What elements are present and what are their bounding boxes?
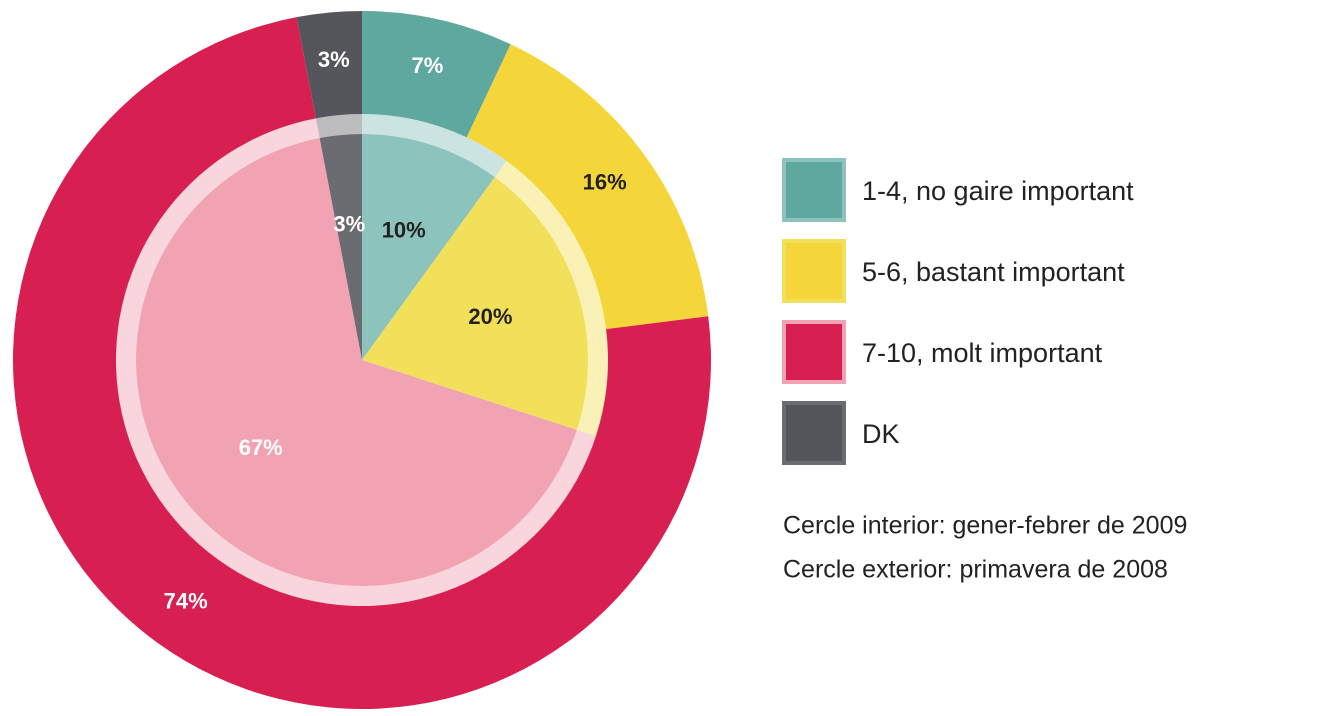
data-label: 67% — [239, 435, 283, 460]
data-label: 10% — [382, 217, 426, 242]
legend-label: DK — [862, 419, 900, 449]
inner-slice — [135, 138, 577, 586]
slice-halo — [494, 160, 609, 437]
inner-note: Cercle interior: gener-febrer de 2009 — [783, 512, 1187, 540]
legend-swatch — [782, 320, 846, 384]
data-label: 16% — [583, 169, 627, 194]
outer-slice — [13, 17, 712, 709]
inner-slice — [362, 134, 495, 360]
data-label: 20% — [468, 304, 512, 329]
data-label: 7% — [412, 53, 444, 78]
outer-slice — [296, 11, 362, 119]
legend-label: 5-6, bastant important — [862, 257, 1125, 287]
outer-slice — [466, 44, 709, 330]
legend-swatch — [782, 401, 846, 465]
legend-label: 7-10, molt important — [862, 338, 1103, 368]
legend-label: 1-4, no gaire important — [862, 176, 1134, 206]
legend-swatch — [782, 239, 846, 303]
data-label: 3% — [333, 211, 365, 236]
inner-slice — [319, 134, 362, 360]
slice-halo — [362, 114, 507, 178]
data-label: 74% — [164, 589, 208, 614]
inner-slice — [362, 177, 588, 430]
legend-swatch — [782, 158, 846, 222]
slice-halo — [315, 114, 362, 139]
outer-note: Cercle exterior: primavera de 2008 — [783, 556, 1168, 584]
data-label: 3% — [318, 47, 350, 72]
outer-slice — [362, 11, 511, 138]
